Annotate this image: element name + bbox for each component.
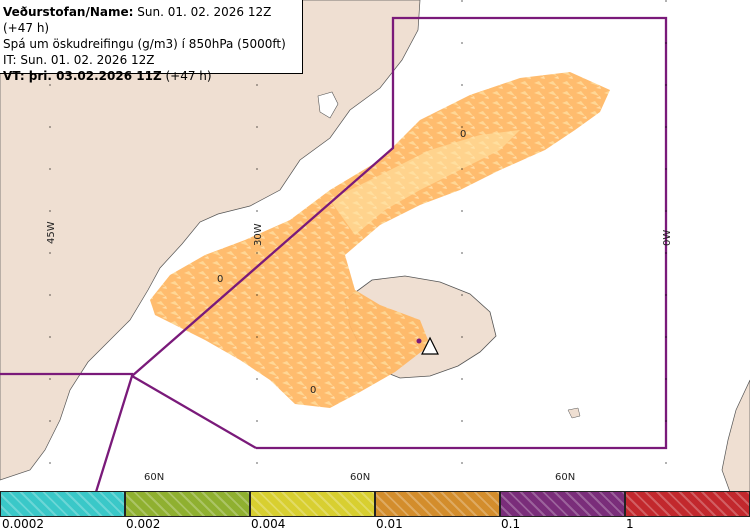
issuer-value: Sun. 01. 02. 2026 12Z (+47 h): [3, 5, 272, 35]
legend-segment-5: [500, 491, 625, 517]
legend-segment-6: [625, 491, 750, 517]
ash-cloud-light: [330, 130, 520, 235]
legend-tick-1: 0.0002: [2, 517, 44, 531]
issuer-label: Veðurstofan/Name:: [3, 5, 134, 19]
fir-boundary-lower: [0, 372, 134, 492]
lon-label-30w: 30W: [253, 223, 264, 246]
valid-time-label: VT: þri. 03.02.2026 11Z: [3, 69, 162, 83]
greenland-fjord: [317, 91, 339, 119]
legend-color-scale: [0, 491, 750, 517]
valid-time-value: (+47 h): [165, 69, 212, 83]
volcano-icon: [416, 336, 439, 355]
fir-boundary: [131, 16, 668, 450]
forecast-info-box: Veðurstofan/Name: Sun. 01. 02. 2026 12Z …: [0, 0, 303, 83]
legend-segment-1: [0, 491, 125, 517]
legend-segment-2: [125, 491, 250, 517]
legend-tick-3: 0.004: [251, 517, 286, 531]
info-line-3: IT: Sun. 01. 02. 2026 12Z: [3, 53, 155, 67]
lon-label-0w: 0W: [662, 230, 673, 246]
legend-tick-labels: 0.0002 0.002 0.004 0.01 0.1 1: [0, 517, 750, 532]
ash-dispersion-map: 45W 30W 0W 60N 60N 60N 0 0 0: [0, 0, 750, 492]
concentration-legend: 0.0002 0.002 0.004 0.01 0.1 1: [0, 491, 750, 532]
legend-tick-4: 0.01: [376, 517, 403, 531]
info-line-1: Veðurstofan/Name: Sun. 01. 02. 2026 12Z …: [3, 4, 302, 36]
lat-label-3: 60N: [555, 472, 575, 483]
zero-marker-3: 0: [310, 385, 316, 396]
faroe-islands: [567, 407, 581, 419]
fir-boundary-edge: [131, 375, 257, 449]
zero-marker-1: 0: [217, 274, 223, 285]
lat-label-1: 60N: [144, 472, 164, 483]
info-line-2: Spá um öskudreifingu (g/m3) í 850hPa (50…: [3, 37, 286, 51]
legend-tick-5: 0.1: [501, 517, 521, 531]
legend-tick-2: 0.002: [126, 517, 161, 531]
legend-tick-6: 1: [626, 517, 634, 531]
legend-segment-3: [250, 491, 375, 517]
lat-label-2: 60N: [350, 472, 370, 483]
lon-label-45w: 45W: [46, 221, 57, 244]
ash-cloud: [150, 72, 610, 408]
legend-segment-4: [375, 491, 500, 517]
norway-coast: [721, 379, 750, 492]
greenland-landmass: [0, 0, 421, 481]
zero-marker-2: 0: [460, 129, 466, 140]
info-line-4: VT: þri. 03.02.2026 11Z (+47 h): [3, 68, 302, 84]
